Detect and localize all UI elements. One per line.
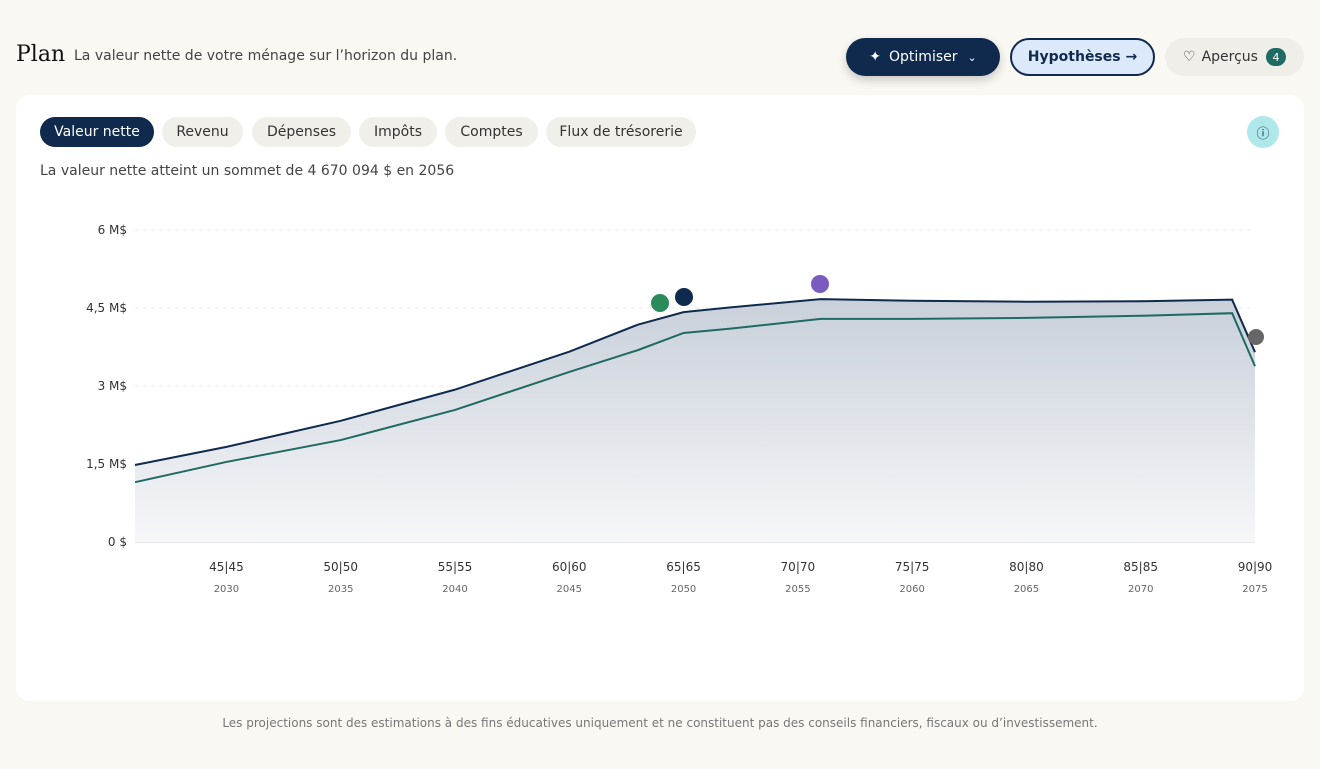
- disclaimer: Les projections sont des estimations à d…: [222, 716, 1098, 730]
- optimize-button[interactable]: ✦ Optimiser ⌄: [846, 38, 1000, 76]
- x-tick-age: 65|65: [666, 560, 701, 574]
- x-tick-label: 2070: [1128, 584, 1153, 595]
- line: [134, 298, 1256, 467]
- tab[interactable]: Impôts: [359, 117, 437, 147]
- x-tick-label: 2060: [899, 584, 924, 595]
- area: [135, 299, 1255, 542]
- page-subtitle: La valeur nette de votre ménage sur l’ho…: [74, 48, 458, 64]
- x-tick-age: 70|70: [781, 560, 816, 574]
- x-tick-age: 60|60: [552, 560, 587, 574]
- x-tick-label: 2055: [785, 584, 810, 595]
- page-title: Plan: [16, 42, 66, 67]
- event-marker[interactable]: [675, 288, 693, 306]
- x-tick-age: 45|45: [209, 560, 244, 574]
- x-tick-age: 75|75: [895, 560, 930, 574]
- x-tick-age: 90|90: [1238, 560, 1273, 574]
- insights-count: 4: [1265, 48, 1286, 66]
- info-button[interactable]: ⓘ: [1247, 116, 1279, 148]
- event-marker[interactable]: [1248, 329, 1264, 345]
- x-tick-label: 2035: [328, 584, 353, 595]
- x-tick-label: 2075: [1242, 584, 1267, 595]
- x-tick-age: 85|85: [1123, 560, 1158, 574]
- line: [134, 312, 1256, 484]
- y-tick-label: 6 M$: [98, 223, 127, 237]
- button-label: Optimiser: [889, 49, 958, 65]
- x-tick-age: 80|80: [1009, 560, 1044, 574]
- assumptions-button[interactable]: Hypothèses →: [1010, 38, 1155, 76]
- button-label: Aperçus: [1201, 49, 1258, 65]
- y-tick-label: 3 M$: [98, 379, 127, 393]
- tab[interactable]: Comptes: [445, 117, 538, 147]
- y-tick-label: 0 $: [108, 535, 127, 549]
- y-tick-label: 4,5 M$: [86, 301, 127, 315]
- event-marker[interactable]: [811, 275, 829, 293]
- tab[interactable]: Flux de trésorerie: [546, 117, 696, 147]
- tab[interactable]: Dépenses: [252, 117, 351, 147]
- tab[interactable]: Valeur nette: [40, 117, 154, 147]
- chart-summary: La valeur nette atteint un sommet de 4 6…: [40, 163, 455, 179]
- x-tick-age: 55|55: [438, 560, 473, 574]
- x-tick-label: 2065: [1014, 584, 1039, 595]
- x-tick-label: 2030: [214, 584, 239, 595]
- insights-button[interactable]: ♡ Aperçus 4: [1165, 38, 1304, 76]
- y-tick-label: 1,5 M$: [86, 457, 127, 471]
- button-label: Hypothèses →: [1027, 49, 1138, 65]
- tab[interactable]: Revenu: [162, 117, 243, 147]
- x-tick-label: 2040: [442, 584, 467, 595]
- event-marker[interactable]: [651, 294, 669, 312]
- x-tick-age: 50|50: [323, 560, 358, 574]
- x-tick-label: 2050: [671, 584, 696, 595]
- x-tick-label: 2045: [557, 584, 582, 595]
